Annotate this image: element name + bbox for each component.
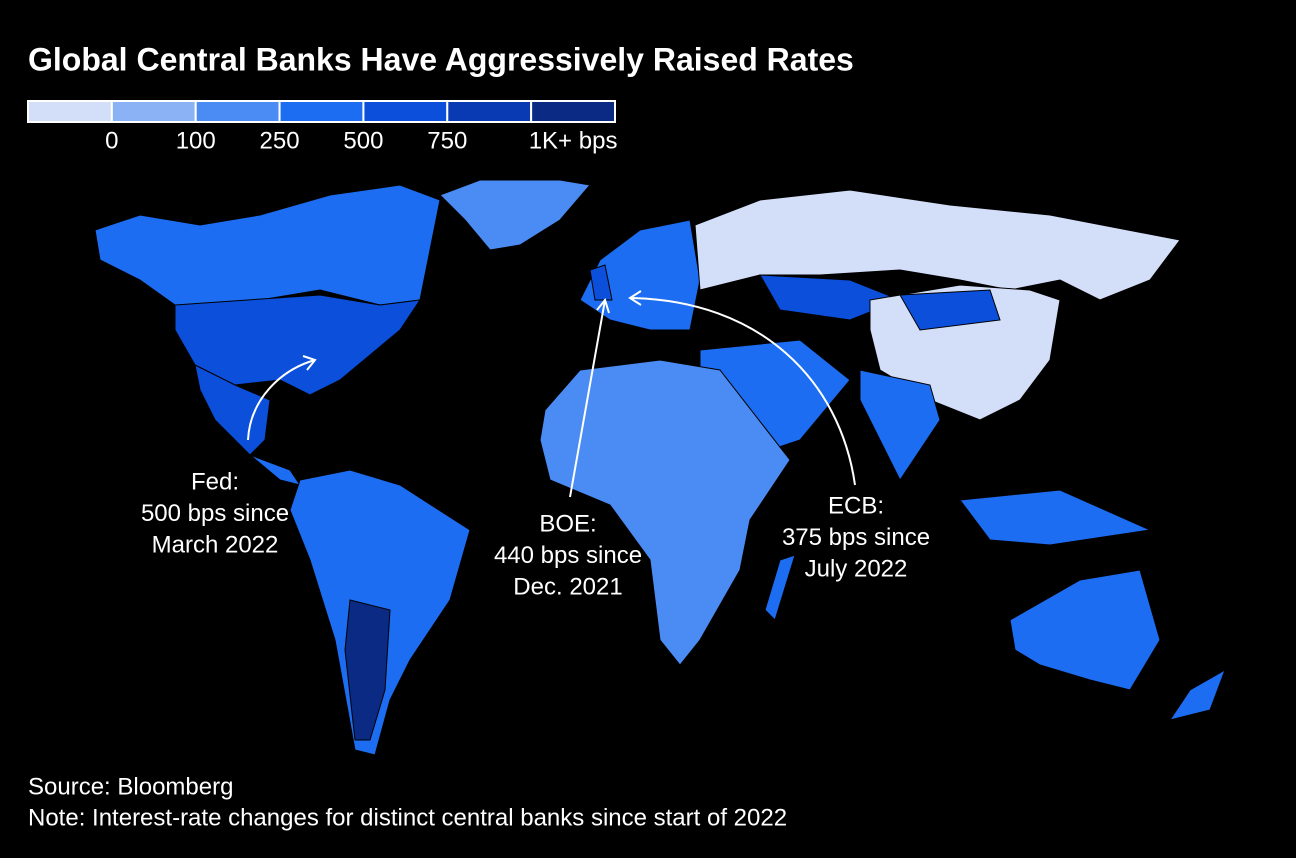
- legend-label: 500: [343, 127, 383, 154]
- argentina: [344, 599, 391, 741]
- annotation-line: Dec. 2021: [513, 573, 622, 600]
- legend-swatch: [446, 100, 533, 123]
- united-states: [174, 294, 422, 396]
- mongolia: [899, 289, 1001, 331]
- legend-label: 100: [176, 127, 216, 154]
- legend-swatch: [530, 100, 617, 123]
- title: Global Central Banks Have Aggressively R…: [28, 41, 854, 77]
- boe-arrowhead: [596, 297, 610, 314]
- canada: [94, 184, 441, 306]
- annotation-line: 440 bps since: [494, 542, 642, 569]
- legend-label: 250: [260, 127, 300, 154]
- fed-arrow: [247, 359, 316, 441]
- legend-swatch: [27, 100, 113, 123]
- annotation-line: ECB:: [828, 492, 884, 519]
- legend: 0 100 250 500 750 1K+ bps: [27, 100, 618, 154]
- legend-swatch: [362, 100, 449, 123]
- ecb-arrow: [629, 297, 856, 486]
- new-zealand: [1168, 668, 1226, 721]
- greenland: [439, 179, 591, 251]
- annotation-line: July 2022: [805, 555, 908, 582]
- mexico: [194, 364, 271, 456]
- india: [859, 369, 941, 481]
- annotation-line: BOE:: [539, 510, 596, 537]
- madagascar: [764, 554, 796, 621]
- legend-label: 1K+ bps: [529, 127, 618, 154]
- united-kingdom: [589, 264, 613, 301]
- world-map: [94, 179, 1226, 756]
- annotations: Fed: 500 bps since March 2022 BOE: 440 bps s…: [139, 466, 932, 602]
- ecb-arrowhead: [628, 290, 642, 306]
- legend-label: 750: [427, 127, 467, 154]
- africa: [539, 359, 791, 666]
- source: Source: Bloomberg: [28, 773, 233, 800]
- legend-swatch: [194, 100, 281, 123]
- legend-swatch: [278, 100, 365, 123]
- annotation-line: 375 bps since: [782, 524, 930, 551]
- boe-arrow: [569, 299, 606, 498]
- legend-swatch: [110, 100, 197, 123]
- annotation-line: 500 bps since: [141, 500, 289, 527]
- note: Note: Interest-rate changes for distinct…: [28, 804, 787, 831]
- russia: [694, 189, 1181, 301]
- annotation-line: Fed:: [191, 468, 239, 495]
- southeast-asia: [959, 489, 1152, 546]
- legend-label: 0: [105, 127, 118, 154]
- annotation-line: March 2022: [152, 531, 279, 558]
- fed-arrowhead: [302, 355, 317, 371]
- australia: [1009, 569, 1161, 691]
